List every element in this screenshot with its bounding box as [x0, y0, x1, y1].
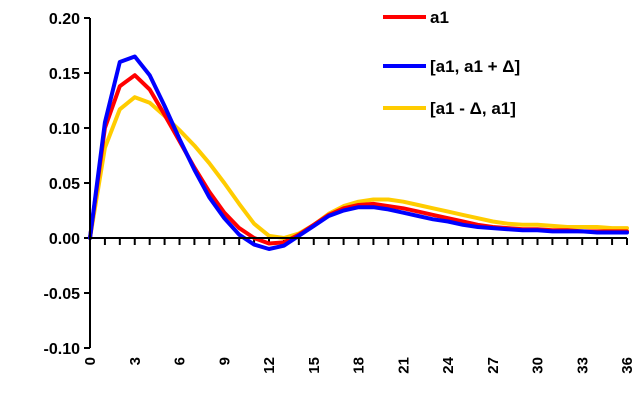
legend: a1 [a1, a1 + Δ] [a1 - Δ, a1] — [383, 8, 520, 118]
x-tick-label: 9 — [216, 357, 233, 365]
y-tick-label: -0.05 — [44, 286, 81, 303]
x-tick-label: 6 — [172, 357, 189, 365]
y-tick-label: -0.10 — [44, 341, 81, 358]
x-tick-label: 12 — [261, 357, 278, 374]
x-axis-ticks: 0 3 6 9 12 15 18 21 24 27 30 33 36 — [82, 238, 636, 374]
x-tick-label: 36 — [619, 357, 636, 374]
x-tick-label: 33 — [574, 357, 591, 374]
x-tick-label: 0 — [82, 357, 99, 365]
y-tick-label: 0.20 — [49, 11, 80, 28]
x-tick-label: 30 — [530, 357, 547, 374]
x-tick-label: 18 — [351, 357, 368, 374]
y-tick-label: 0.15 — [49, 66, 80, 83]
x-tick-label: 24 — [440, 356, 457, 373]
series-lines — [88, 54, 629, 251]
x-tick-label: 3 — [127, 357, 144, 365]
series-line-2 — [88, 95, 629, 240]
x-tick-label: 27 — [485, 357, 502, 374]
y-tick-label: 0.05 — [49, 176, 80, 193]
x-tick-label: 21 — [395, 357, 412, 374]
y-axis-ticks: 0.20 0.15 0.10 0.05 0.00 -0.05 -0.10 — [44, 11, 90, 358]
y-tick-label: 0.10 — [49, 121, 80, 138]
legend-label-0: a1 — [430, 8, 449, 27]
series-line-1 — [88, 54, 629, 251]
series-line-0 — [88, 73, 629, 246]
legend-label-2: [a1 - Δ, a1] — [430, 99, 516, 118]
y-tick-label: 0.00 — [49, 231, 80, 248]
legend-label-1: [a1, a1 + Δ] — [430, 57, 520, 76]
x-tick-label: 15 — [306, 357, 323, 374]
axes — [89, 18, 627, 348]
